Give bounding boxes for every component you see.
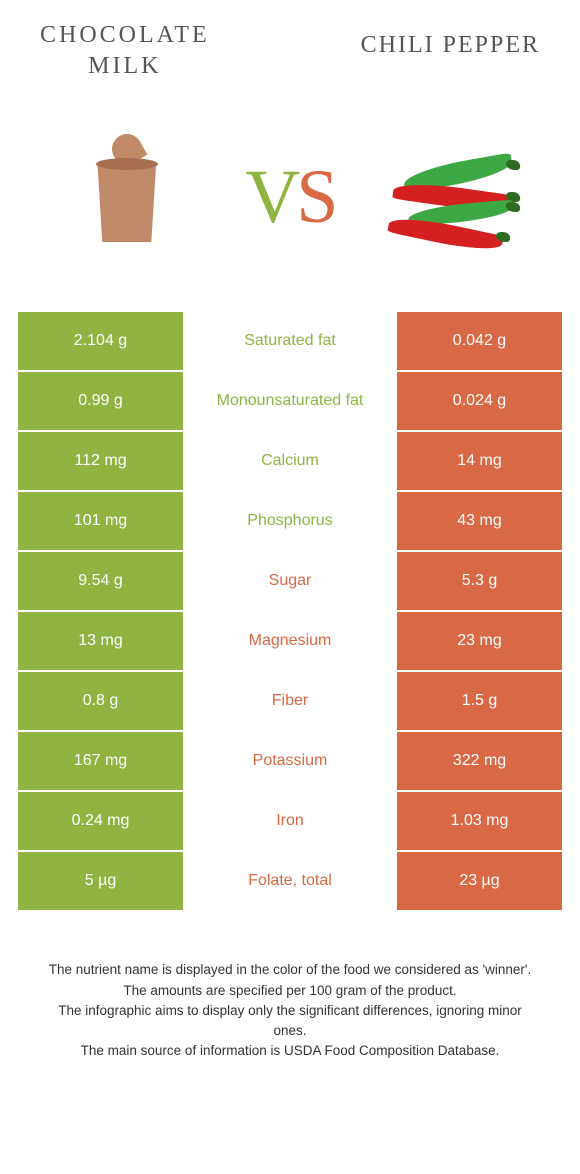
chocolate-milk-image: [52, 122, 202, 272]
nutrient-label-cell: Monounsaturated fat: [183, 372, 397, 430]
nutrient-label-cell: Phosphorus: [183, 492, 397, 550]
left-value-cell: 167 mg: [18, 732, 183, 790]
table-row: 13 mgMagnesium23 mg: [18, 612, 562, 670]
table-row: 5 µgFolate, total23 µg: [18, 852, 562, 910]
nutrient-label-cell: Calcium: [183, 432, 397, 490]
footer-line4: The main source of information is USDA F…: [40, 1041, 540, 1061]
right-value-cell: 23 µg: [397, 852, 562, 910]
nutrient-label-cell: Fiber: [183, 672, 397, 730]
footer-notes: The nutrient name is displayed in the co…: [0, 960, 580, 1061]
table-row: 167 mgPotassium322 mg: [18, 732, 562, 790]
left-value-cell: 5 µg: [18, 852, 183, 910]
table-row: 9.54 gSugar5.3 g: [18, 552, 562, 610]
nutrient-label-cell: Saturated fat: [183, 312, 397, 370]
footer-line1: The nutrient name is displayed in the co…: [40, 960, 540, 980]
right-value-cell: 43 mg: [397, 492, 562, 550]
left-value-cell: 112 mg: [18, 432, 183, 490]
footer-line3: The infographic aims to display only the…: [40, 1001, 540, 1042]
table-row: 0.24 mgIron1.03 mg: [18, 792, 562, 850]
right-value-cell: 14 mg: [397, 432, 562, 490]
nutrient-label-cell: Potassium: [183, 732, 397, 790]
left-value-cell: 13 mg: [18, 612, 183, 670]
chili-pepper-image: [378, 122, 528, 272]
nutrient-label-cell: Sugar: [183, 552, 397, 610]
left-value-cell: 101 mg: [18, 492, 183, 550]
right-food-title: CHILI PEPPER: [361, 32, 540, 59]
right-value-cell: 322 mg: [397, 732, 562, 790]
vs-s-letter: S: [296, 155, 334, 239]
left-value-cell: 9.54 g: [18, 552, 183, 610]
hero-row: VS: [0, 92, 580, 312]
table-row: 112 mgCalcium14 mg: [18, 432, 562, 490]
footer-line2: The amounts are specified per 100 gram o…: [40, 981, 540, 1001]
table-row: 101 mgPhosphorus43 mg: [18, 492, 562, 550]
right-value-cell: 5.3 g: [397, 552, 562, 610]
right-value-cell: 0.042 g: [397, 312, 562, 370]
header: CHOCOLATE MILK CHILI PEPPER: [0, 0, 580, 92]
left-food-title: CHOCOLATE MILK: [40, 20, 210, 82]
left-title-line2: MILK: [40, 51, 210, 82]
left-value-cell: 0.99 g: [18, 372, 183, 430]
table-row: 0.99 gMonounsaturated fat0.024 g: [18, 372, 562, 430]
left-value-cell: 0.24 mg: [18, 792, 183, 850]
nutrient-label-cell: Folate, total: [183, 852, 397, 910]
table-row: 2.104 gSaturated fat0.042 g: [18, 312, 562, 370]
table-row: 0.8 gFiber1.5 g: [18, 672, 562, 730]
vs-label: VS: [245, 154, 334, 241]
left-value-cell: 2.104 g: [18, 312, 183, 370]
vs-v-letter: V: [245, 155, 296, 239]
left-title-line1: CHOCOLATE: [40, 20, 210, 51]
nutrient-label-cell: Iron: [183, 792, 397, 850]
nutrient-table: 2.104 gSaturated fat0.042 g0.99 gMonouns…: [18, 312, 562, 910]
right-value-cell: 23 mg: [397, 612, 562, 670]
nutrient-label-cell: Magnesium: [183, 612, 397, 670]
right-value-cell: 0.024 g: [397, 372, 562, 430]
right-value-cell: 1.03 mg: [397, 792, 562, 850]
right-value-cell: 1.5 g: [397, 672, 562, 730]
left-value-cell: 0.8 g: [18, 672, 183, 730]
